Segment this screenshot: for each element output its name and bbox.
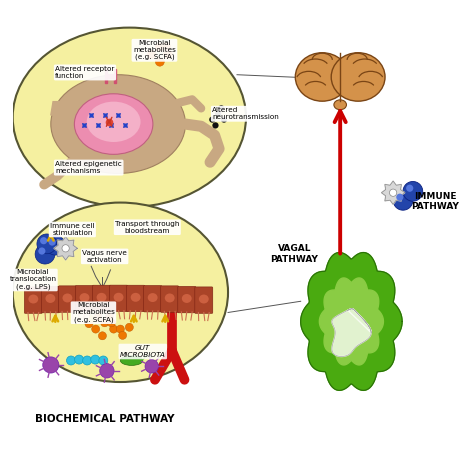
Circle shape	[390, 189, 397, 196]
Polygon shape	[319, 278, 383, 365]
Circle shape	[215, 111, 221, 117]
Ellipse shape	[13, 202, 228, 382]
Circle shape	[99, 332, 107, 340]
Circle shape	[37, 234, 57, 254]
Polygon shape	[332, 309, 371, 356]
Text: BIOCHEMICAL PATHWAY: BIOCHEMICAL PATHWAY	[35, 414, 174, 424]
Circle shape	[109, 325, 118, 333]
Text: Altered receptor
function: Altered receptor function	[55, 66, 115, 79]
Circle shape	[91, 355, 100, 364]
Circle shape	[147, 50, 156, 59]
Ellipse shape	[334, 100, 346, 110]
Text: GUT
MICROBIOTA: GUT MICROBIOTA	[120, 345, 166, 358]
Text: IMMUNE
PATHWAY: IMMUNE PATHWAY	[411, 192, 459, 212]
Text: Vagus nerve
activation: Vagus nerve activation	[82, 250, 127, 263]
Circle shape	[155, 57, 164, 66]
Circle shape	[164, 50, 173, 59]
Ellipse shape	[63, 293, 73, 302]
Circle shape	[145, 360, 158, 373]
Circle shape	[46, 235, 65, 255]
Circle shape	[209, 117, 216, 123]
Ellipse shape	[13, 27, 246, 207]
Circle shape	[40, 237, 47, 244]
Ellipse shape	[87, 102, 141, 142]
FancyBboxPatch shape	[41, 286, 59, 313]
Circle shape	[105, 313, 113, 321]
Polygon shape	[382, 181, 405, 204]
Ellipse shape	[46, 294, 55, 303]
Ellipse shape	[295, 53, 349, 101]
Circle shape	[396, 194, 403, 201]
FancyBboxPatch shape	[109, 285, 128, 311]
Polygon shape	[54, 237, 77, 260]
Ellipse shape	[120, 356, 143, 365]
Polygon shape	[105, 69, 116, 83]
Circle shape	[100, 319, 109, 327]
FancyBboxPatch shape	[58, 286, 76, 312]
Text: VAGAL
PATHWAY: VAGAL PATHWAY	[271, 244, 319, 264]
Ellipse shape	[80, 293, 90, 302]
Circle shape	[100, 364, 114, 378]
Circle shape	[82, 356, 91, 365]
Ellipse shape	[97, 293, 107, 302]
FancyBboxPatch shape	[178, 286, 196, 313]
Circle shape	[155, 43, 164, 52]
FancyBboxPatch shape	[92, 285, 110, 312]
Circle shape	[125, 323, 133, 331]
Circle shape	[118, 331, 127, 339]
Ellipse shape	[182, 294, 191, 303]
Circle shape	[85, 320, 93, 328]
FancyBboxPatch shape	[144, 285, 162, 312]
Circle shape	[66, 356, 75, 365]
Circle shape	[218, 105, 224, 112]
Ellipse shape	[131, 293, 141, 302]
FancyBboxPatch shape	[75, 285, 93, 312]
Circle shape	[38, 248, 46, 255]
Text: Microbial
metabolites
(e.g. SCFA): Microbial metabolites (e.g. SCFA)	[133, 40, 176, 60]
Circle shape	[406, 184, 413, 192]
Polygon shape	[51, 102, 71, 115]
Circle shape	[62, 245, 69, 252]
Circle shape	[99, 356, 108, 365]
Circle shape	[162, 42, 171, 51]
Circle shape	[48, 238, 56, 246]
Ellipse shape	[165, 293, 174, 302]
Circle shape	[212, 122, 219, 129]
Ellipse shape	[199, 295, 209, 303]
FancyBboxPatch shape	[24, 287, 42, 313]
Ellipse shape	[148, 293, 157, 302]
Circle shape	[403, 181, 423, 201]
Circle shape	[94, 313, 102, 321]
Text: Microbial
metabolites
(e.g. SCFA): Microbial metabolites (e.g. SCFA)	[72, 302, 115, 323]
Circle shape	[116, 325, 124, 333]
Text: Altered epigenetic
mechanisms: Altered epigenetic mechanisms	[55, 161, 122, 174]
Ellipse shape	[114, 293, 124, 302]
Circle shape	[393, 190, 413, 210]
Circle shape	[74, 355, 83, 364]
FancyBboxPatch shape	[161, 286, 179, 312]
Text: Immune cell
stimulation: Immune cell stimulation	[50, 223, 95, 236]
Circle shape	[35, 244, 55, 264]
FancyBboxPatch shape	[127, 285, 145, 312]
Ellipse shape	[28, 295, 38, 303]
Circle shape	[91, 325, 100, 333]
Text: Microbial
translocation
(e.g. LPS): Microbial translocation (e.g. LPS)	[9, 270, 56, 290]
Circle shape	[221, 117, 227, 123]
Circle shape	[43, 357, 59, 373]
Ellipse shape	[51, 75, 185, 173]
Text: Altered
neurotransmission: Altered neurotransmission	[212, 107, 279, 120]
Polygon shape	[301, 252, 402, 390]
Ellipse shape	[74, 94, 153, 154]
Ellipse shape	[331, 53, 385, 101]
FancyBboxPatch shape	[195, 287, 213, 313]
Circle shape	[107, 319, 116, 327]
Text: Transport through
bloodstream: Transport through bloodstream	[115, 221, 180, 234]
